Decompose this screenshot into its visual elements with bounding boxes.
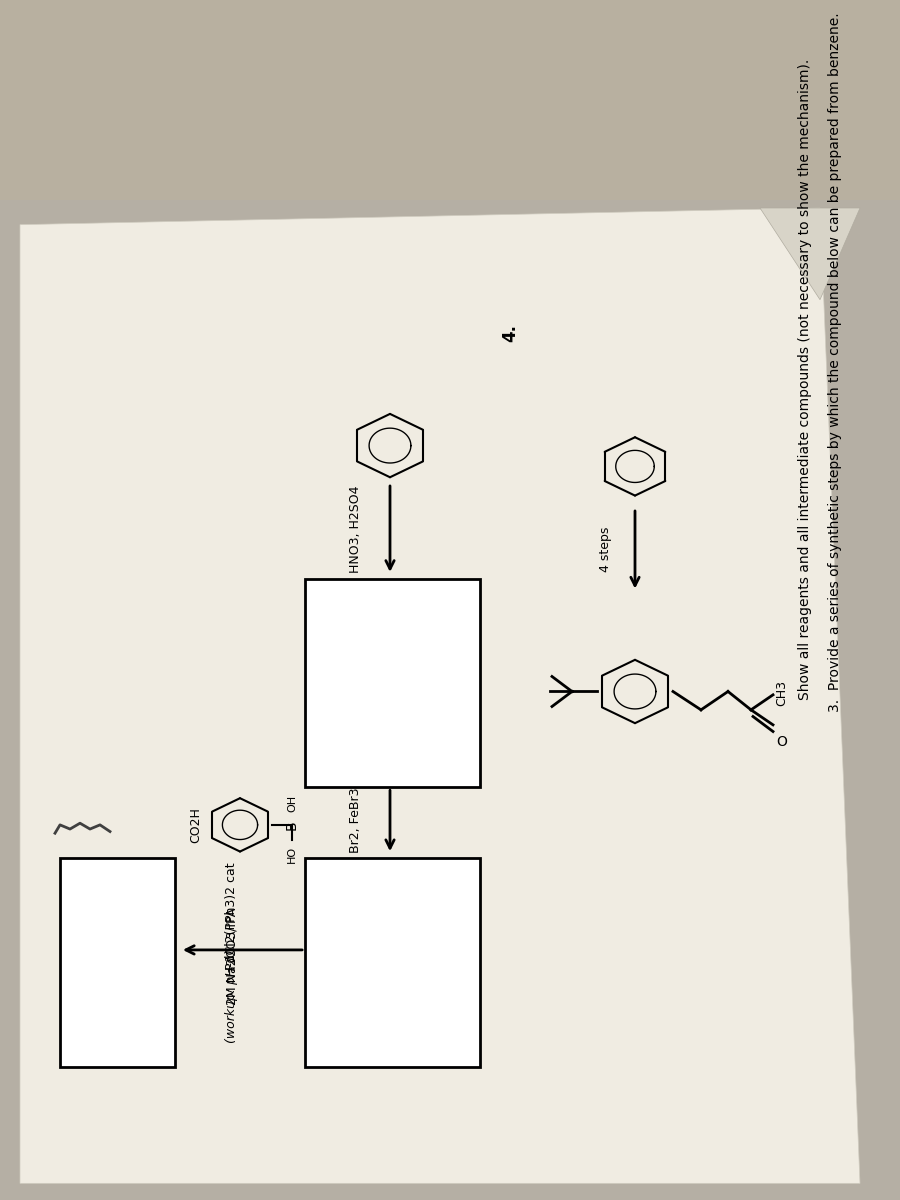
Text: Br2, FeBr3: Br2, FeBr3 xyxy=(348,788,362,853)
Text: 4.: 4. xyxy=(501,324,519,342)
Text: O: O xyxy=(776,734,787,749)
Text: (workup: pH-1): (workup: pH-1) xyxy=(226,949,239,1043)
Polygon shape xyxy=(760,208,860,300)
Bar xyxy=(60,858,175,1067)
Text: HNO3, H2SO4: HNO3, H2SO4 xyxy=(348,485,362,572)
Text: OH: OH xyxy=(287,796,297,812)
Polygon shape xyxy=(20,208,860,1183)
Text: 4 steps: 4 steps xyxy=(598,527,611,572)
Text: CO2H: CO2H xyxy=(189,806,202,842)
Text: Show all reagents and all intermediate compounds (not necessary to show the mech: Show all reagents and all intermediate c… xyxy=(798,59,812,700)
Text: HO: HO xyxy=(287,846,297,863)
Text: B: B xyxy=(285,820,299,829)
Text: PdCl2(PPh3)2 cat: PdCl2(PPh3)2 cat xyxy=(226,863,239,971)
Bar xyxy=(305,858,480,1067)
Text: CH3: CH3 xyxy=(775,680,788,706)
Bar xyxy=(305,578,480,787)
Text: 2M Na2CO3/IPA: 2M Na2CO3/IPA xyxy=(226,908,239,1006)
Text: 3.  Provide a series of synthetic steps by which the compound below can be prepa: 3. Provide a series of synthetic steps b… xyxy=(828,12,842,712)
